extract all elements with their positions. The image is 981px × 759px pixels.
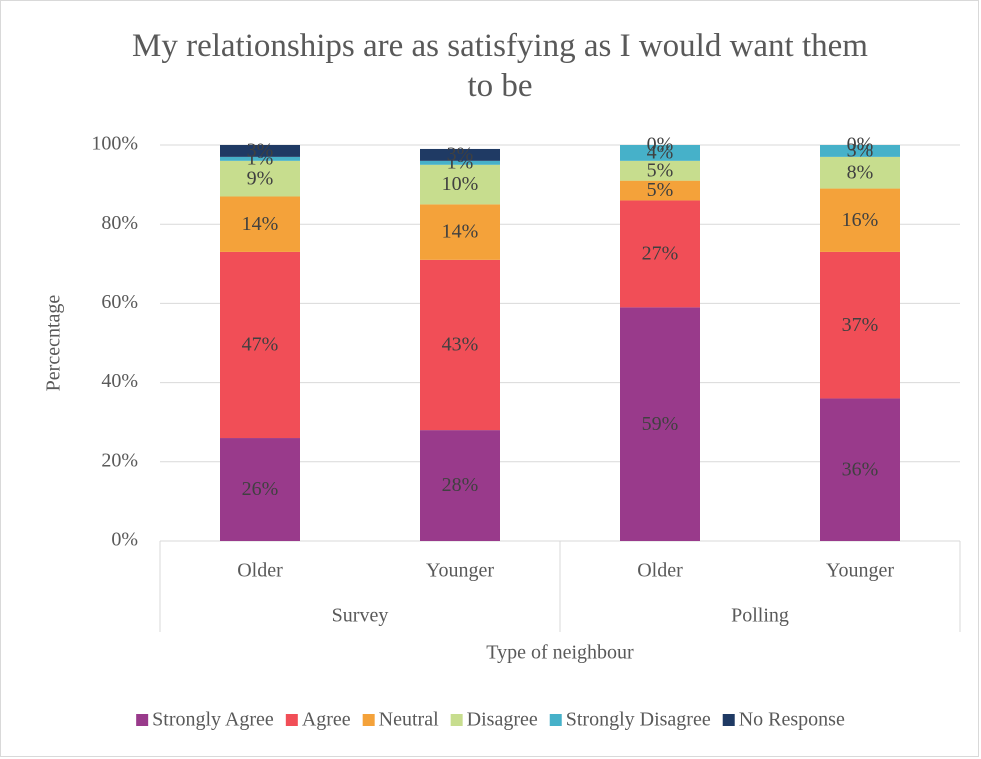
data-label: 43%: [442, 334, 479, 356]
bar-segment: [820, 398, 900, 541]
bar-segment: [220, 438, 300, 541]
data-label: 47%: [242, 334, 279, 356]
bar-segment: [820, 156, 900, 189]
x-tick-label: Older: [237, 560, 283, 582]
data-label: 10%: [442, 173, 479, 195]
legend-label: Neutral: [379, 709, 439, 731]
legend-label: No Response: [739, 709, 845, 731]
bar-segment: [220, 251, 300, 439]
y-tick-label: 40%: [101, 370, 138, 392]
bar-segment: [820, 145, 900, 157]
legend-swatch: [136, 714, 149, 726]
legend-swatch: [549, 714, 562, 726]
bar-segment: [420, 430, 500, 541]
x-tick-label: Younger: [426, 560, 494, 582]
chart-title: My relationships are as satisfying as I …: [132, 28, 868, 104]
bar-segment: [620, 145, 700, 161]
data-label: 8%: [847, 161, 874, 183]
legend-swatch: [722, 714, 735, 726]
bar-segment: [420, 148, 500, 161]
bar-segment: [420, 160, 500, 165]
legend-label: Agree: [302, 709, 351, 731]
bar-segment: [820, 188, 900, 252]
data-label: 0%: [647, 134, 674, 156]
group-label: Survey: [332, 605, 389, 627]
bar-segment: [620, 160, 700, 181]
data-label: 4%: [647, 142, 674, 164]
bar-segment: [620, 180, 700, 201]
bar-segment: [620, 200, 700, 308]
group-label: Polling: [731, 605, 789, 627]
data-label: 14%: [242, 213, 279, 235]
bar-segment: [420, 164, 500, 205]
y-tick-label: 0%: [111, 529, 138, 551]
x-tick-label: Younger: [826, 560, 894, 582]
data-label: 3%: [447, 143, 474, 165]
data-label: 59%: [642, 413, 679, 435]
x-tick-label: Older: [637, 560, 683, 582]
y-tick-label: 20%: [101, 449, 138, 471]
x-axis-title: Type of neighbour: [486, 642, 634, 664]
legend-swatch: [362, 714, 375, 726]
data-label: 26%: [242, 478, 279, 500]
bar-segment: [220, 196, 300, 252]
y-axis-title: Percecntage: [43, 295, 65, 392]
data-label: 5%: [647, 179, 674, 201]
bar-segment: [220, 156, 300, 161]
bar-segment: [420, 259, 500, 431]
bar-segment: [220, 160, 300, 197]
bar-segment: [820, 251, 900, 399]
bar-segment: [620, 307, 700, 541]
data-label: 3%: [847, 140, 874, 162]
legend-label: Strongly Disagree: [566, 709, 711, 731]
y-tick-label: 100%: [91, 133, 138, 155]
data-label: 28%: [442, 474, 479, 496]
bar-segment: [420, 204, 500, 260]
data-label: 27%: [642, 242, 679, 264]
y-tick-label: 80%: [101, 212, 138, 234]
legend-label: Disagree: [467, 709, 538, 731]
data-label: 9%: [247, 167, 274, 189]
data-label: 36%: [842, 458, 879, 480]
legend-swatch: [285, 714, 298, 726]
legend-swatch: [450, 714, 463, 726]
y-tick-label: 60%: [101, 291, 138, 313]
data-label: 14%: [442, 221, 479, 243]
data-label: 5%: [647, 159, 674, 181]
data-label: 16%: [842, 209, 879, 231]
bar-segment: [220, 145, 300, 157]
data-label: 37%: [842, 314, 879, 336]
data-label: 0%: [847, 134, 874, 156]
data-label: 3%: [247, 140, 274, 162]
legend-label: Strongly Agree: [152, 709, 274, 731]
